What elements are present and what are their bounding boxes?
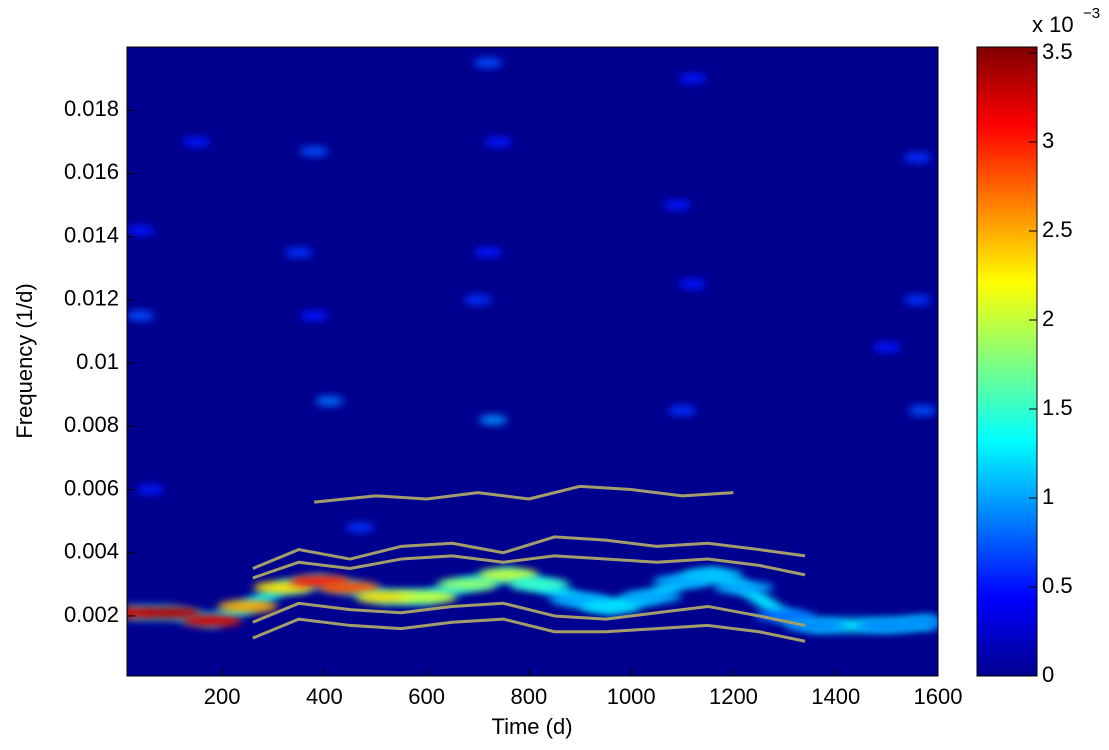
colorbar-tick-label: 3 bbox=[1042, 128, 1054, 153]
ridge-point bbox=[509, 578, 570, 591]
ridge-point bbox=[217, 600, 278, 613]
x-tick-label: 400 bbox=[306, 684, 343, 709]
ridge-point bbox=[856, 619, 917, 632]
ridge-point bbox=[437, 578, 498, 591]
spectral-blob bbox=[300, 146, 329, 157]
contour-line bbox=[252, 601, 806, 627]
colorbar-tick-label: 2 bbox=[1042, 306, 1054, 331]
y-tick-label: 0.018 bbox=[64, 96, 119, 121]
spectral-blob bbox=[284, 247, 313, 258]
ridge-point bbox=[319, 581, 380, 594]
spectral-blob bbox=[182, 136, 211, 147]
spectral-blob bbox=[903, 152, 932, 163]
spectral-blob bbox=[479, 414, 508, 425]
y-tick-label: 0.008 bbox=[64, 412, 119, 437]
colorbar-base: x 10 bbox=[1032, 12, 1074, 37]
spectral-blob bbox=[668, 405, 697, 416]
colorbar-tick-label: 0.5 bbox=[1042, 573, 1073, 598]
spectral-blob bbox=[678, 73, 707, 84]
spectral-blob bbox=[127, 310, 155, 321]
colorbar-tick-label: 3.5 bbox=[1042, 39, 1073, 64]
contour-line bbox=[252, 554, 806, 580]
colorbar-tick-label: 1 bbox=[1042, 484, 1054, 509]
contour-line bbox=[252, 535, 806, 570]
spectral-blob bbox=[872, 342, 901, 353]
ridge-point bbox=[580, 600, 641, 613]
ridge-point bbox=[713, 581, 774, 594]
y-tick-label: 0.014 bbox=[64, 222, 119, 247]
ridge-point bbox=[621, 590, 682, 603]
spectral-blob bbox=[136, 484, 165, 495]
x-tick-label: 1000 bbox=[607, 684, 656, 709]
x-axis-title: Time (d) bbox=[491, 714, 572, 739]
spectral-blob bbox=[903, 294, 932, 305]
x-tick-label: 1600 bbox=[914, 684, 963, 709]
contour-line bbox=[252, 617, 806, 643]
spectral-blob bbox=[315, 396, 344, 407]
ridge-point bbox=[396, 590, 457, 603]
y-axis-title: Frequency (1/d) bbox=[12, 283, 37, 438]
x-tick-label: 800 bbox=[511, 684, 548, 709]
y-tick-label: 0.006 bbox=[64, 475, 119, 500]
spectral-blob bbox=[908, 405, 937, 416]
plot-area bbox=[127, 47, 938, 676]
spectral-blob bbox=[474, 57, 503, 68]
contour-line bbox=[314, 484, 734, 504]
spectral-blob bbox=[678, 279, 707, 290]
plot-content bbox=[127, 57, 938, 643]
colorbar-tick-label: 1.5 bbox=[1042, 395, 1073, 420]
ridge-point bbox=[902, 616, 938, 629]
colorbar bbox=[976, 46, 1038, 677]
x-tick-label: 200 bbox=[204, 684, 241, 709]
ridge-point bbox=[683, 568, 744, 581]
x-tick-label: 1400 bbox=[811, 684, 860, 709]
ridge-point bbox=[478, 568, 539, 581]
y-tick-label: 0.002 bbox=[64, 602, 119, 627]
y-tick-label: 0.016 bbox=[64, 159, 119, 184]
ridge-point bbox=[785, 619, 846, 632]
spectral-blob bbox=[346, 522, 375, 533]
spectral-blob bbox=[663, 200, 692, 211]
spectral-blob bbox=[300, 310, 329, 321]
plot-frame bbox=[126, 46, 939, 677]
spectral-blob bbox=[474, 247, 503, 258]
y-tick-label: 0.01 bbox=[76, 349, 119, 374]
y-tick-label: 0.004 bbox=[64, 539, 119, 564]
ridge-point bbox=[140, 606, 201, 619]
colorbar-exponent: −3 bbox=[1083, 5, 1100, 22]
colorbar-tick-label: 2.5 bbox=[1042, 217, 1073, 242]
spectral-blob bbox=[463, 294, 492, 305]
ridge-point bbox=[181, 614, 242, 627]
colorbar-tick-label: 0 bbox=[1042, 662, 1054, 687]
spectral-blob bbox=[484, 136, 513, 147]
x-tick-label: 600 bbox=[408, 684, 445, 709]
y-tick-label: 0.012 bbox=[64, 286, 119, 311]
x-tick-label: 1200 bbox=[709, 684, 758, 709]
spectral-blob bbox=[127, 225, 155, 236]
